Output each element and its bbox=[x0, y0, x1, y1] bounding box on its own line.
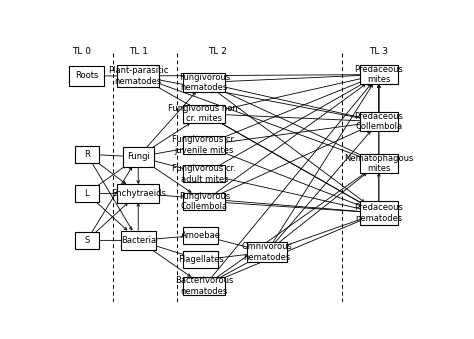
FancyBboxPatch shape bbox=[246, 242, 287, 262]
FancyBboxPatch shape bbox=[183, 136, 226, 154]
Text: Flagellates: Flagellates bbox=[178, 256, 224, 264]
Text: Fungivorous
nematodes: Fungivorous nematodes bbox=[179, 73, 230, 92]
FancyBboxPatch shape bbox=[183, 252, 218, 268]
FancyBboxPatch shape bbox=[360, 65, 398, 84]
Text: Amoebae: Amoebae bbox=[181, 231, 221, 240]
Text: TL 3: TL 3 bbox=[369, 47, 388, 56]
FancyBboxPatch shape bbox=[360, 113, 398, 131]
Text: Predaceous
Collembola: Predaceous Collembola bbox=[355, 112, 403, 131]
FancyBboxPatch shape bbox=[360, 154, 398, 173]
Text: L: L bbox=[84, 189, 89, 198]
FancyBboxPatch shape bbox=[183, 193, 226, 210]
Text: Fungivorous non-
cr. mites: Fungivorous non- cr. mites bbox=[168, 104, 241, 123]
FancyBboxPatch shape bbox=[117, 184, 159, 202]
FancyBboxPatch shape bbox=[121, 231, 155, 250]
FancyBboxPatch shape bbox=[123, 147, 154, 167]
Text: Predaceous
nematodes: Predaceous nematodes bbox=[355, 203, 403, 223]
FancyBboxPatch shape bbox=[183, 73, 226, 92]
Text: TL 2: TL 2 bbox=[208, 47, 227, 56]
FancyBboxPatch shape bbox=[183, 165, 226, 182]
Text: Fungi: Fungi bbox=[127, 152, 150, 161]
FancyBboxPatch shape bbox=[75, 185, 99, 202]
Text: TL 1: TL 1 bbox=[129, 47, 148, 56]
Text: Plant-parasitic
nematodes: Plant-parasitic nematodes bbox=[108, 66, 168, 86]
Text: Predaceous
mites: Predaceous mites bbox=[355, 65, 403, 84]
Text: Fungivorous
Collembola: Fungivorous Collembola bbox=[179, 192, 230, 211]
FancyBboxPatch shape bbox=[75, 232, 99, 249]
Text: Enchytraeids: Enchytraeids bbox=[111, 189, 166, 198]
Text: Bacteria: Bacteria bbox=[121, 236, 156, 245]
Text: R: R bbox=[84, 150, 90, 159]
FancyBboxPatch shape bbox=[183, 277, 226, 295]
FancyBboxPatch shape bbox=[360, 201, 398, 225]
FancyBboxPatch shape bbox=[69, 66, 104, 86]
Text: Fungivorous cr.
juvenile mites: Fungivorous cr. juvenile mites bbox=[173, 135, 237, 155]
FancyBboxPatch shape bbox=[117, 65, 159, 87]
Text: Fungivorous cr.
adult mites: Fungivorous cr. adult mites bbox=[173, 164, 237, 183]
FancyBboxPatch shape bbox=[183, 227, 218, 244]
Text: Nematophagous
mites: Nematophagous mites bbox=[344, 154, 413, 173]
FancyBboxPatch shape bbox=[75, 146, 99, 163]
Text: S: S bbox=[84, 236, 90, 245]
Text: Roots: Roots bbox=[75, 72, 99, 80]
Text: Omnivorous
nematodes: Omnivorous nematodes bbox=[241, 242, 292, 262]
FancyBboxPatch shape bbox=[183, 105, 226, 123]
Text: TL 0: TL 0 bbox=[73, 47, 91, 56]
Text: Bacterivorous
nematodes: Bacterivorous nematodes bbox=[175, 276, 234, 296]
